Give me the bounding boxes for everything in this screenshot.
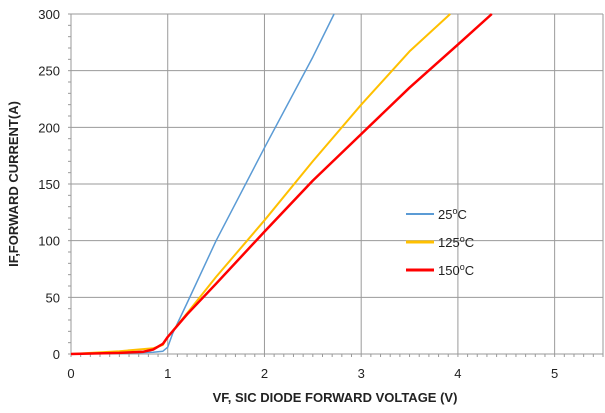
y-tick-label: 250: [38, 64, 60, 79]
y-tick-label: 0: [53, 347, 60, 362]
legend-item-25: 25oC: [406, 206, 467, 222]
y-axis-title: IF,FORWARD CURRENT(A): [6, 101, 21, 267]
y-tick-label: 100: [38, 234, 60, 249]
legend-label: 125oC: [438, 234, 474, 250]
y-tick-label: 50: [46, 290, 60, 305]
legend-item-125: 125oC: [406, 234, 474, 250]
legend: 25oC 125oC 150oC: [406, 206, 474, 278]
minor-ticks: [68, 13, 604, 357]
x-tick-label: 0: [67, 366, 74, 381]
legend-label: 25oC: [438, 206, 467, 222]
x-tick-label: 4: [454, 366, 461, 381]
series-lines: [70, 13, 493, 356]
grid-lines: [70, 13, 604, 355]
x-tick-label: 5: [551, 366, 558, 381]
y-axis-tick-labels: 0 50 100 150 200 250 300: [38, 7, 60, 362]
x-axis-title: VF, SIC DIODE FORWARD VOLTAGE (V): [213, 390, 458, 405]
x-axis-tick-labels: 0 1 2 3 4 5: [67, 366, 558, 381]
y-tick-label: 300: [38, 7, 60, 22]
y-tick-label: 200: [38, 120, 60, 135]
legend-label: 150oC: [438, 262, 474, 278]
x-tick-label: 3: [358, 366, 365, 381]
y-tick-label: 150: [38, 177, 60, 192]
series-line-150: [70, 13, 493, 356]
x-tick-label: 2: [261, 366, 268, 381]
legend-item-150: 150oC: [406, 262, 474, 278]
x-tick-label: 1: [164, 366, 171, 381]
series-line-125: [70, 13, 451, 355]
